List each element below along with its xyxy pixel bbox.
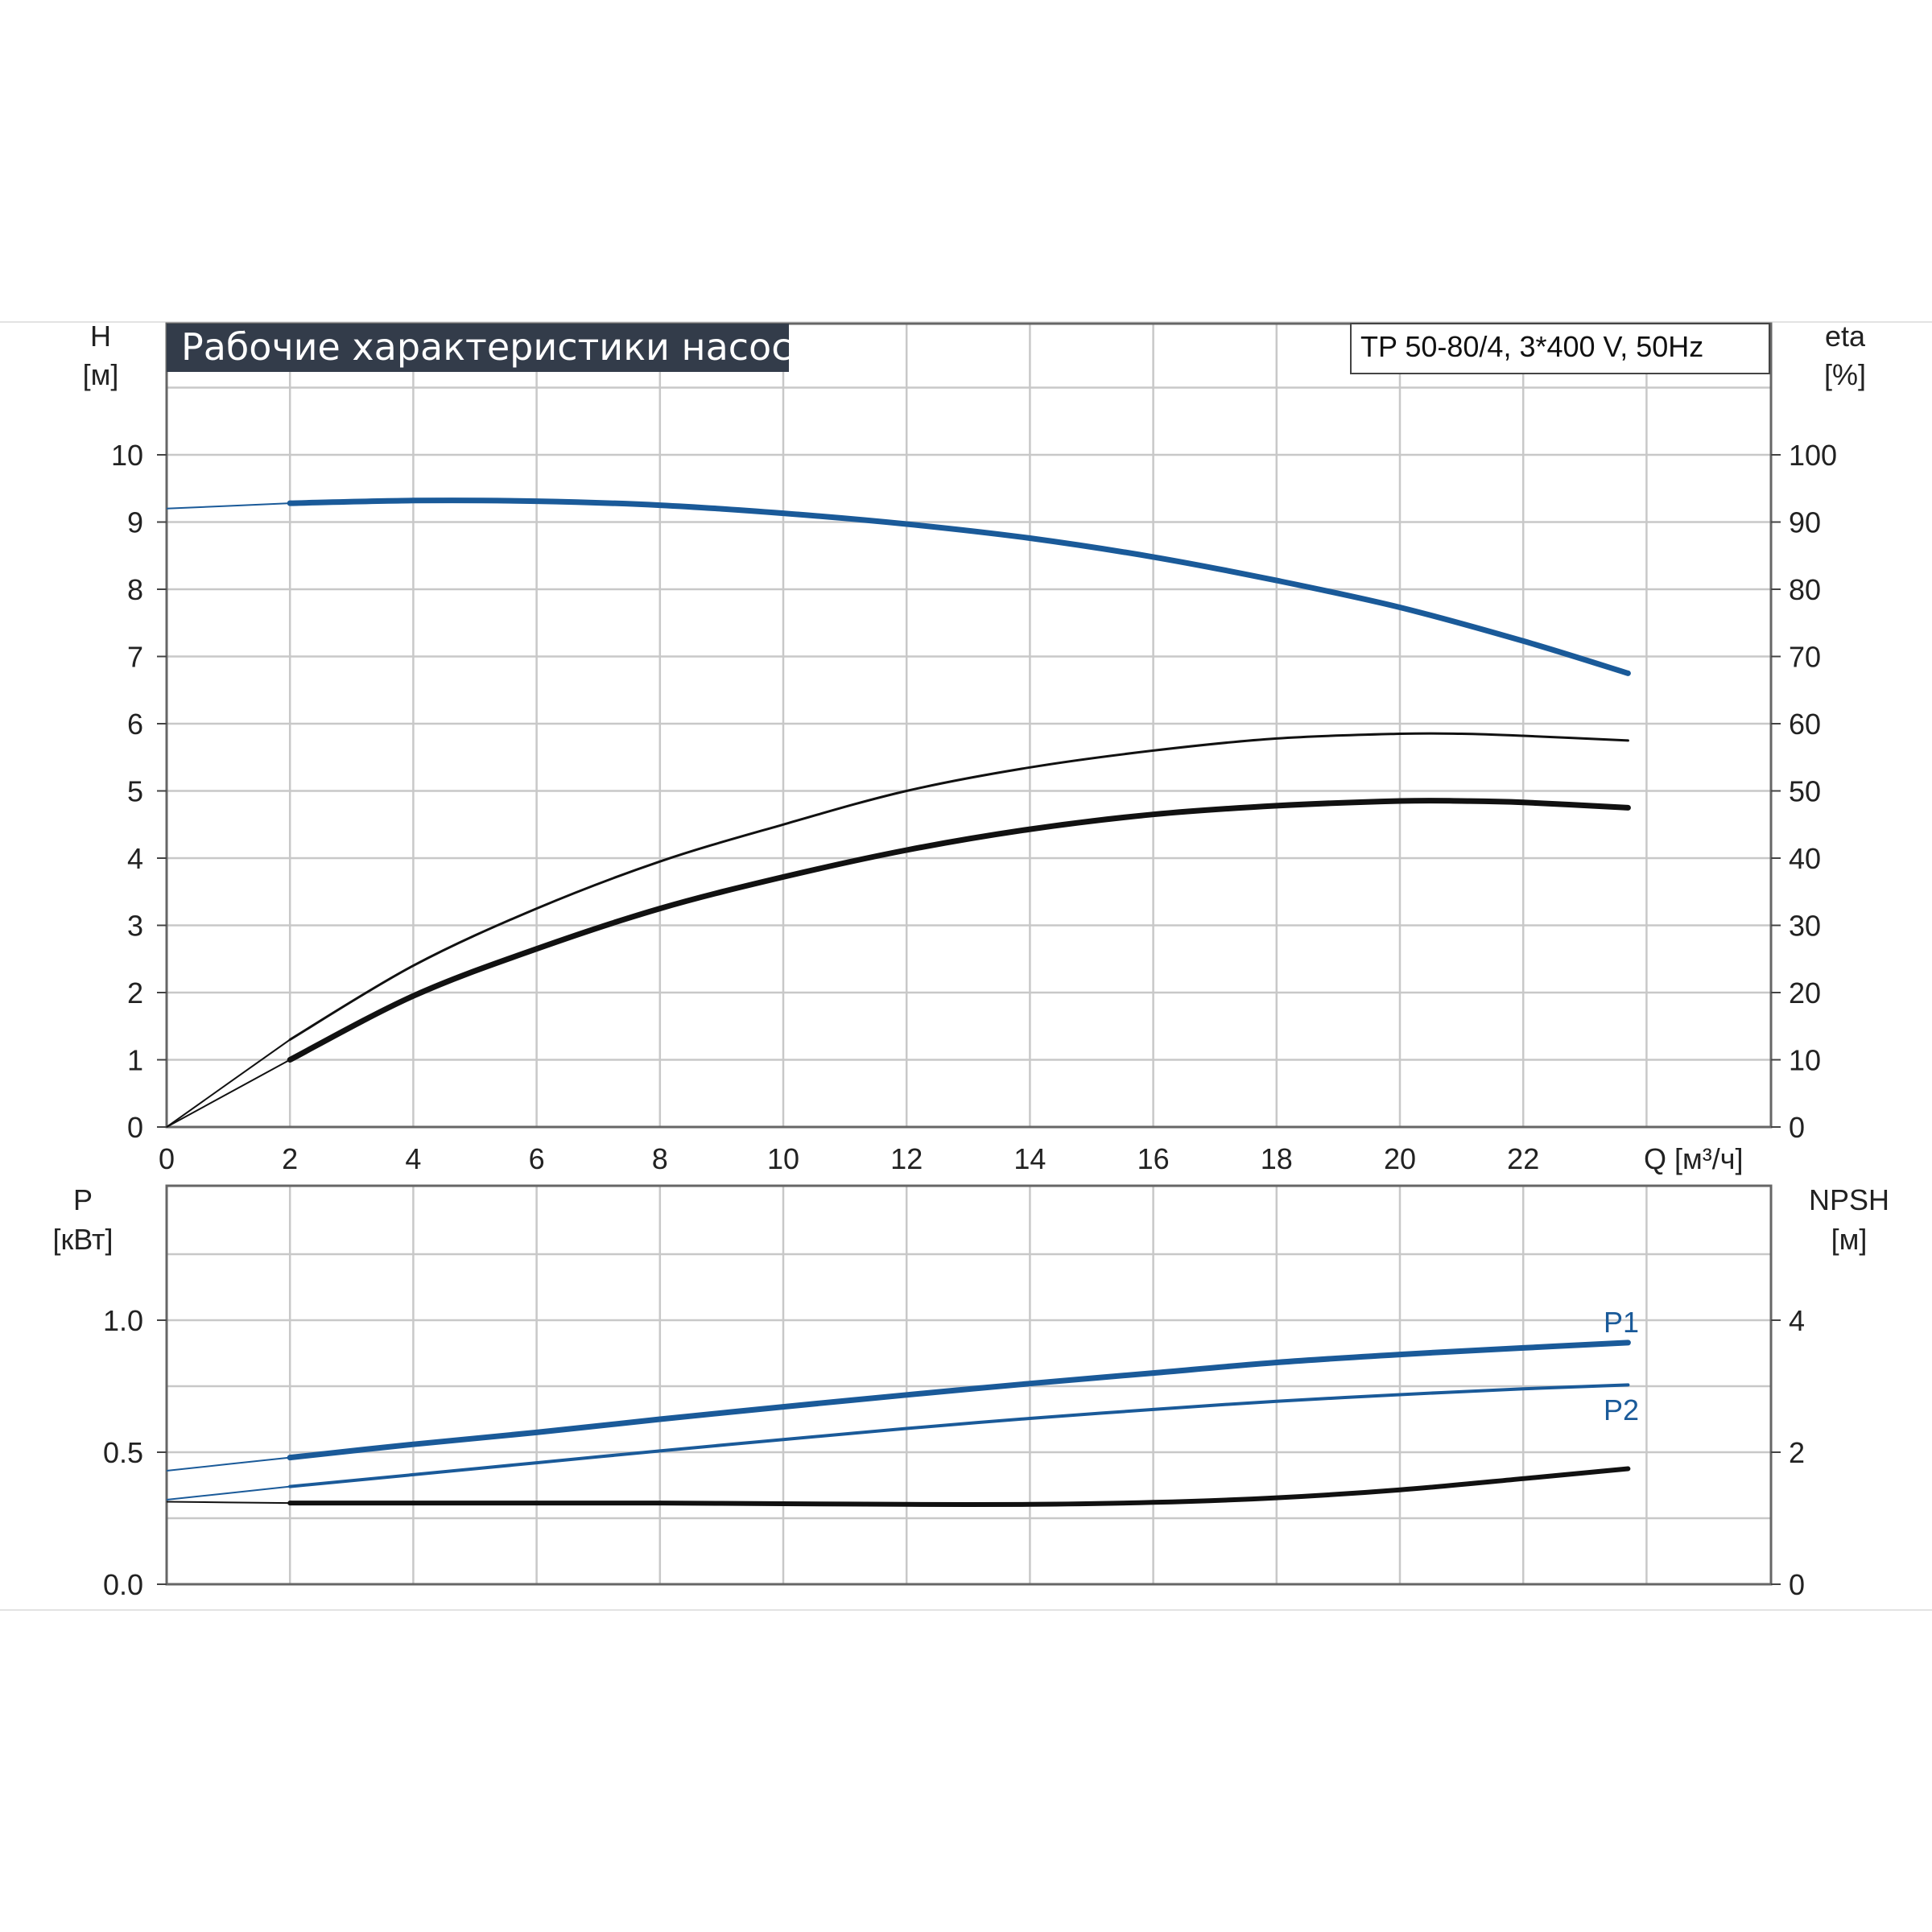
y-left-tick-label: 8 (127, 573, 143, 606)
efficiency-curve-pump (288, 732, 1629, 1041)
power-tick-label: 0.0 (103, 1568, 143, 1601)
y-left-tick-label: 2 (127, 976, 143, 1009)
top-chart-grid (167, 324, 1771, 1127)
bottom-left-axis-unit: [кВт] (52, 1223, 113, 1256)
x-tick-label: 14 (1013, 1142, 1046, 1175)
bottom-right-axis-unit: [м] (1831, 1223, 1868, 1256)
head-curve (287, 497, 1631, 676)
y-right-tick-label: 20 (1789, 976, 1821, 1009)
top-right-axis-unit: [%] (1824, 358, 1866, 391)
x-axis-label: Q [м³/ч] (1644, 1142, 1744, 1175)
head-curve-start (166, 502, 291, 510)
x-tick-label: 2 (282, 1142, 298, 1175)
y-right-tick-label: 30 (1789, 910, 1821, 943)
bottom-left-axis-label: P (73, 1183, 93, 1216)
npsh-tick-label: 0 (1789, 1568, 1805, 1601)
series-label-p2: P2 (1604, 1393, 1639, 1426)
y-right-tick-label: 50 (1789, 775, 1821, 808)
top-left-axis-label: H (90, 320, 111, 353)
tick-labels: 0 2 4 6 8 10 12 14 16 18 20 22012345678910010203040… (103, 439, 1837, 1601)
model-label: TP 50-80/4, 3*400 V, 50Hz (1360, 330, 1703, 363)
x-tick-label: 4 (405, 1142, 421, 1175)
x-tick-label: 6 (529, 1142, 545, 1175)
x-tick-label: 22 (1507, 1142, 1539, 1175)
x-tick-label: 10 (767, 1142, 799, 1175)
y-right-tick-label: 100 (1789, 439, 1837, 472)
bottom-chart-grid (167, 1186, 1771, 1584)
y-right-tick-label: 60 (1789, 708, 1821, 741)
x-tick-label: 12 (890, 1142, 923, 1175)
x-tick-label: 16 (1137, 1142, 1170, 1175)
power-tick-label: 1.0 (103, 1304, 143, 1337)
power-curve-p1 (287, 1340, 1631, 1461)
power-curve-p2-start (166, 1485, 291, 1501)
x-tick-label: 18 (1261, 1142, 1293, 1175)
bottom-plot-frame (165, 1184, 1773, 1586)
chart-title: Рабочие характеристики насоса (181, 325, 815, 369)
y-right-tick-label: 90 (1789, 506, 1821, 539)
y-right-tick-label: 10 (1789, 1044, 1821, 1077)
power-curve-p2 (288, 1383, 1630, 1488)
series-label-p1: P1 (1604, 1306, 1639, 1339)
top-left-axis-unit: [м] (83, 358, 119, 391)
y-left-tick-label: 7 (127, 641, 143, 674)
series-lines (166, 497, 1631, 1508)
x-tick-label: 0 (159, 1142, 175, 1175)
efficiency-curve-pump-start (166, 1038, 291, 1128)
y-right-tick-label: 80 (1789, 573, 1821, 606)
y-left-tick-label: 10 (111, 439, 143, 472)
y-left-tick-label: 3 (127, 910, 143, 943)
npsh-curve (287, 1466, 1631, 1508)
npsh-tick-label: 2 (1789, 1436, 1805, 1469)
y-left-tick-label: 9 (127, 506, 143, 539)
npsh-curve-start (166, 1501, 291, 1505)
title-box (167, 324, 789, 372)
efficiency-curve-total (287, 798, 1631, 1063)
power-curve-p1-start (166, 1456, 291, 1472)
x-tick-label: 8 (652, 1142, 668, 1175)
model-box (1350, 323, 1770, 374)
y-right-tick-label: 70 (1789, 641, 1821, 674)
top-right-axis-label: eta (1825, 320, 1866, 353)
npsh-tick-label: 4 (1789, 1304, 1805, 1337)
bottom-right-axis-label: NPSH (1809, 1183, 1889, 1216)
power-tick-label: 0.5 (103, 1436, 143, 1469)
y-right-tick-label: 0 (1789, 1111, 1805, 1144)
x-tick-label: 20 (1384, 1142, 1416, 1175)
y-right-tick-label: 40 (1789, 842, 1821, 875)
top-plot-frame (165, 322, 1773, 1129)
y-left-tick-label: 5 (127, 775, 143, 808)
efficiency-curve-total-start (166, 1059, 291, 1128)
y-left-tick-label: 4 (127, 842, 143, 875)
y-left-tick-label: 1 (127, 1044, 143, 1077)
y-left-tick-label: 0 (127, 1111, 143, 1144)
y-left-tick-label: 6 (127, 708, 143, 741)
